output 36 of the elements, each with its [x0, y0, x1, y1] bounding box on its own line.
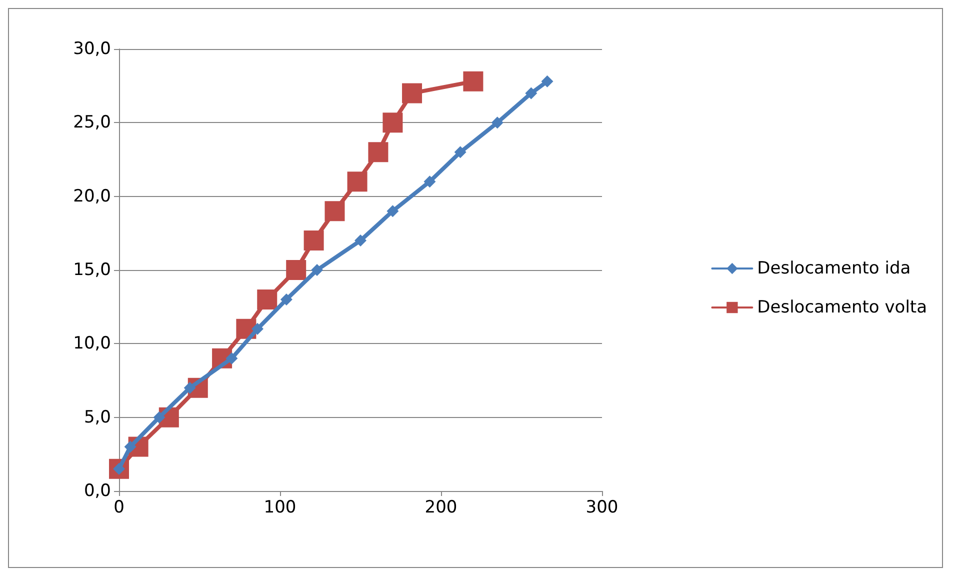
point: [541, 75, 554, 88]
point: [454, 146, 466, 158]
point: [324, 201, 345, 222]
y-tick-label: 15,0: [73, 260, 111, 280]
point: [424, 176, 436, 188]
y-tick-label: 30,0: [73, 39, 111, 59]
point: [286, 260, 306, 280]
x-tick-label: 100: [264, 498, 296, 518]
point: [153, 411, 166, 424]
point: [354, 234, 366, 247]
legend-label: Deslocamento volta: [757, 298, 927, 318]
point: [311, 264, 324, 276]
point: [491, 116, 504, 129]
point: [184, 382, 196, 394]
x-tick-label: 200: [424, 498, 458, 518]
x-tick-label: 300: [586, 498, 618, 518]
point: [386, 205, 399, 218]
point: [257, 289, 278, 310]
point: [382, 112, 403, 133]
point: [226, 352, 238, 364]
point: [251, 322, 264, 335]
legend-label: Deslocamento ida: [757, 258, 911, 278]
y-tick-label: 20,0: [73, 186, 111, 206]
point: [124, 440, 136, 453]
y-tick-label: 0,0: [84, 481, 111, 501]
y-tick-label: 10,0: [73, 334, 111, 354]
point: [463, 71, 484, 92]
point: [280, 293, 292, 306]
point: [402, 83, 422, 104]
point: [525, 87, 538, 100]
x-tick-label: 0: [114, 498, 124, 518]
point: [304, 230, 324, 251]
y-tick-label: 5,0: [84, 407, 111, 428]
y-tick-label: 25,0: [73, 112, 111, 133]
point: [347, 172, 368, 192]
point: [368, 142, 388, 162]
